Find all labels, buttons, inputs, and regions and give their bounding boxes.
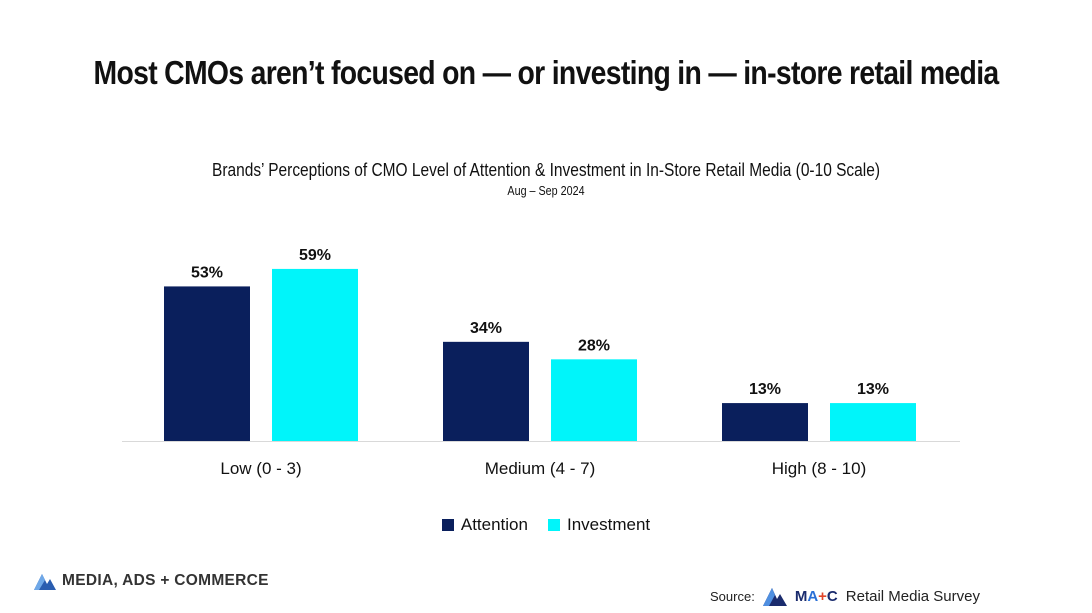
brand-name: MEDIA, ADS + COMMERCE	[62, 572, 269, 589]
legend-swatch-investment	[547, 519, 560, 531]
source-logo-a: A	[807, 587, 819, 605]
legend: Attention Investment	[0, 515, 1092, 535]
data-label-investment-1: 28%	[578, 337, 610, 354]
source-logo-plus: +	[818, 587, 827, 605]
chart-title: Brands’ Perceptions of CMO Level of Atte…	[212, 160, 880, 180]
mountain-peaks-icon	[762, 588, 787, 606]
legend-item-investment: Investment	[547, 515, 651, 535]
source-logo-m: M	[794, 587, 808, 605]
bar-attention-0	[164, 286, 250, 441]
bar-investment-1	[551, 359, 637, 441]
data-label-investment-2: 13%	[857, 381, 889, 398]
brand-footer: MEDIA, ADS + COMMERCE	[34, 572, 269, 590]
bar-attention-2	[722, 403, 808, 441]
data-label-investment-0: 59%	[299, 247, 331, 264]
source-name: Retail Media Survey	[845, 587, 980, 605]
data-label-attention-1: 34%	[470, 320, 502, 337]
mountain-peaks-icon	[34, 574, 56, 590]
source-logo: MA+C	[795, 588, 838, 605]
bar-investment-2	[830, 403, 916, 441]
category-label-1: Medium (4 - 7)	[485, 459, 596, 478]
category-label-0: Low (0 - 3)	[220, 459, 301, 478]
data-label-attention-2: 13%	[749, 381, 781, 398]
source-footer: Source: MA+C Retail Media Survey	[710, 586, 980, 606]
source-logo-c: C	[826, 587, 838, 605]
source-label: Source:	[710, 588, 755, 604]
legend-item-attention: Attention	[441, 515, 528, 535]
legend-label-attention: Attention	[460, 515, 528, 534]
bar-investment-0	[272, 268, 358, 441]
chart-subtitle: Aug – Sep 2024	[507, 184, 585, 198]
bar-attention-1	[443, 341, 529, 441]
legend-swatch-attention	[441, 519, 454, 531]
headline: Most CMOs aren’t focused on — or investi…	[93, 54, 1000, 91]
legend-label-investment: Investment	[566, 515, 651, 534]
category-label-2: High (8 - 10)	[772, 459, 866, 478]
data-label-attention-0: 53%	[191, 264, 223, 281]
